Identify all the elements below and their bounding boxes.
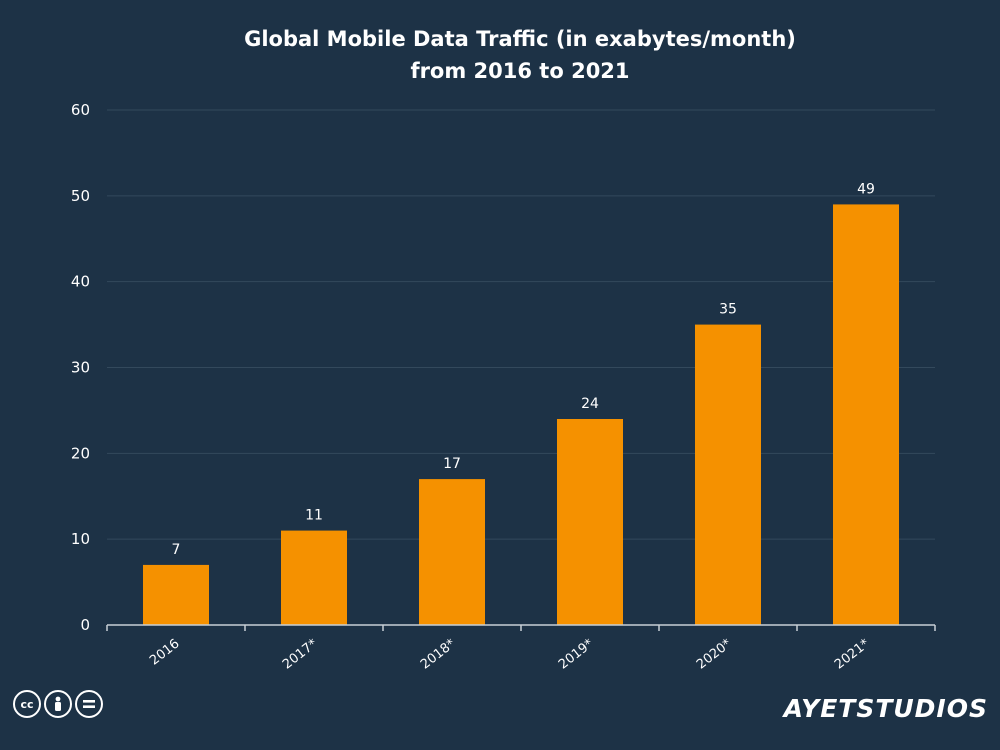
y-tick-label: 50: [71, 187, 90, 205]
bar-2018: [419, 479, 485, 625]
y-tick-label: 60: [71, 101, 90, 119]
data-label: 17: [443, 456, 461, 472]
data-label: 11: [305, 508, 323, 524]
cc-license-badge: cc: [13, 690, 103, 718]
x-tick-label: 2018*: [418, 636, 459, 672]
chart-subtitle: from 2016 to 2021: [410, 59, 629, 83]
y-tick-label: 30: [71, 359, 90, 377]
data-label: 49: [857, 181, 875, 197]
bar-2020: [695, 324, 761, 625]
bar-2019: [557, 419, 623, 625]
cc-icon: cc: [13, 690, 41, 718]
x-tick-label: 2020*: [694, 636, 735, 672]
x-tick-label: 2019*: [556, 636, 597, 672]
chart-title: Global Mobile Data Traffic (in exabytes/…: [244, 27, 796, 51]
y-tick-label: 10: [71, 530, 90, 548]
data-label: 24: [581, 396, 599, 412]
data-label: 7: [172, 542, 181, 558]
ayetstudios-logo: AYETSTUDIOS: [783, 694, 988, 723]
no-derivatives-icon: [75, 690, 103, 718]
bar-2017: [281, 530, 347, 625]
y-tick-label: 0: [80, 616, 90, 634]
bar-2021: [833, 204, 899, 625]
attribution-icon: [44, 690, 72, 718]
y-tick-label: 40: [71, 273, 90, 291]
x-tick-label: 2016: [147, 636, 182, 668]
y-tick-label: 20: [71, 444, 90, 462]
data-label: 35: [719, 302, 737, 318]
x-tick-label: 2021*: [832, 636, 873, 672]
x-tick-label: 2017*: [280, 636, 321, 672]
bar-2016: [143, 564, 209, 625]
